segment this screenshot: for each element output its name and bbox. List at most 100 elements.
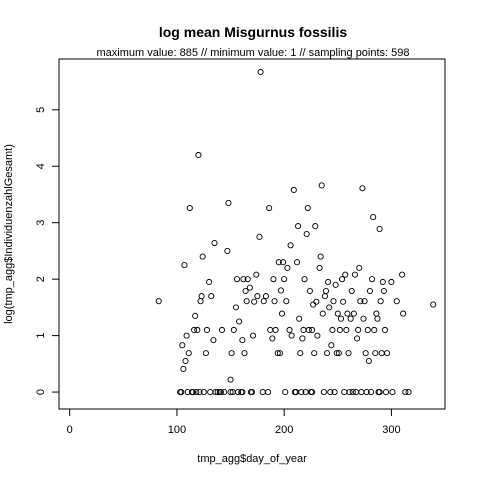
data-point <box>327 389 334 396</box>
data-point <box>384 350 391 357</box>
data-point <box>333 350 340 357</box>
data-point <box>217 389 224 396</box>
data-point <box>351 271 358 278</box>
data-point <box>379 278 386 286</box>
data-point <box>272 326 279 334</box>
data-point <box>322 287 330 295</box>
data-point <box>381 326 389 334</box>
data-point <box>357 298 364 305</box>
data-point <box>257 68 264 76</box>
data-point <box>354 335 361 342</box>
data-point <box>262 293 269 300</box>
data-point <box>356 264 363 271</box>
chart-title: log mean Misgurnus fossilis <box>159 24 347 40</box>
data-point <box>329 326 336 334</box>
data-point <box>235 389 242 396</box>
data-point <box>282 389 289 396</box>
data-point <box>341 389 348 396</box>
data-point <box>197 298 204 305</box>
data-point <box>360 315 367 322</box>
chart-subtitle: maximum value: 885 // minimum value: 1 /… <box>96 47 409 59</box>
data-point <box>326 304 333 311</box>
data-point <box>260 298 267 305</box>
data-point <box>332 281 339 288</box>
data-point <box>199 253 206 260</box>
data-point <box>208 293 215 300</box>
data-point <box>314 332 321 339</box>
data-point <box>239 389 246 396</box>
data-point <box>211 239 218 247</box>
data-point <box>372 350 379 357</box>
data-point <box>280 259 287 266</box>
data-point <box>310 301 317 308</box>
data-point <box>317 253 324 260</box>
data-point <box>287 242 294 249</box>
data-point <box>355 326 362 334</box>
data-point <box>179 342 186 349</box>
data-point <box>311 350 318 357</box>
data-point <box>203 326 211 334</box>
data-point <box>359 185 366 192</box>
data-point <box>376 225 383 232</box>
data-point <box>218 326 226 334</box>
data-point <box>253 271 260 278</box>
data-point <box>200 389 207 396</box>
y-tick-label: 0 <box>35 389 47 395</box>
data-point <box>313 298 320 305</box>
data-point <box>246 284 253 291</box>
data-point <box>256 233 263 240</box>
data-point <box>306 287 313 295</box>
data-point <box>308 326 316 334</box>
y-tick-label: 1 <box>35 333 47 339</box>
data-point <box>278 310 286 317</box>
data-point <box>303 230 310 238</box>
data-point <box>286 326 293 334</box>
data-point <box>343 326 350 334</box>
data-point <box>183 332 190 339</box>
data-point <box>202 350 209 357</box>
data-point <box>269 335 276 342</box>
data-point <box>265 389 272 396</box>
data-point <box>227 376 234 383</box>
data-point <box>254 293 261 300</box>
data-point <box>389 389 396 396</box>
data-point <box>373 310 380 317</box>
data-point <box>221 389 228 396</box>
data-point <box>339 276 346 283</box>
data-point <box>362 350 369 357</box>
data-point <box>376 389 383 396</box>
x-tick-label: 200 <box>275 424 293 436</box>
data-point <box>377 298 384 305</box>
data-point <box>380 287 387 295</box>
data-point <box>393 298 400 305</box>
y-tick-label: 5 <box>35 107 47 113</box>
data-point <box>243 298 250 305</box>
data-point <box>274 350 281 357</box>
data-point <box>320 389 327 396</box>
plot-frame <box>58 58 446 410</box>
data-point <box>186 204 193 212</box>
x-axis-label: tmp_agg$day_of_year <box>197 453 307 465</box>
data-point <box>337 315 345 322</box>
data-point <box>328 342 335 349</box>
data-point <box>266 204 273 212</box>
x-tick-label: 0 <box>67 424 73 436</box>
y-tick-label: 2 <box>35 276 47 282</box>
data-point <box>330 298 337 305</box>
data-point <box>358 389 365 396</box>
data-point <box>193 389 200 396</box>
data-point <box>331 389 338 396</box>
data-point <box>191 326 198 334</box>
data-point <box>367 389 375 396</box>
data-point <box>295 223 302 230</box>
data-point <box>334 310 341 317</box>
data-point <box>267 326 274 334</box>
data-point <box>349 389 356 396</box>
data-point <box>402 389 409 396</box>
data-point <box>365 357 372 365</box>
data-point <box>301 276 308 283</box>
x-axis: 0 100 200 300 <box>67 408 401 436</box>
data-point <box>350 310 357 317</box>
data-point <box>240 276 247 283</box>
